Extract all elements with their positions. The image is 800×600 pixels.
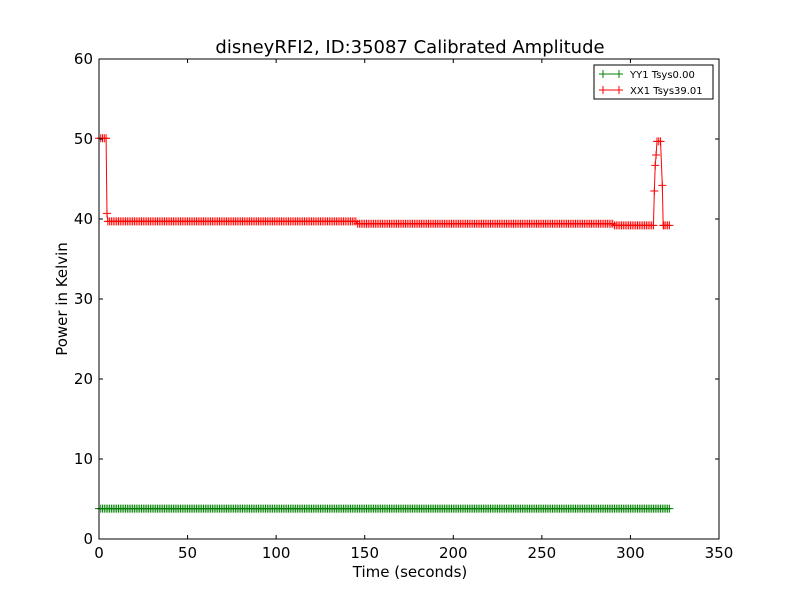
axis-ticks: 0 50 100 150 200 250 300 350 0 10 20 30 40 50 60 (74, 50, 733, 562)
y-tick-label: 60 (74, 50, 93, 68)
y-tick-label: 40 (74, 210, 93, 228)
data-point (608, 219, 617, 228)
legend-label-yy1: YY1 Tsys0.00 (629, 70, 695, 81)
y-tick-label: 20 (74, 370, 93, 388)
chart-title: disneyRFI2, ID:35087 Calibrated Amplitud… (215, 37, 604, 58)
y-axis-label: Power in Kelvin (53, 242, 71, 356)
data-point (658, 181, 667, 190)
series-1 (95, 134, 674, 230)
x-tick-label: 0 (94, 544, 104, 562)
legend-box (593, 64, 714, 100)
y-tick-label: 10 (74, 450, 93, 468)
data-point (649, 221, 658, 230)
plot-marks (95, 134, 674, 513)
data-point (665, 504, 674, 513)
series-0 (95, 504, 674, 513)
data-point (650, 187, 659, 195)
data-point (656, 137, 665, 146)
legend: YY1 Tsys0.00 XX1 Tsys39.01 (593, 64, 714, 100)
x-axis-label: Time (seconds) (352, 563, 468, 581)
x-tick-label: 300 (616, 544, 645, 562)
x-tick-label: 200 (439, 544, 468, 562)
data-point (652, 151, 661, 159)
legend-marker-xx1 (602, 86, 620, 94)
data-point (665, 221, 674, 230)
x-tick-label: 150 (350, 544, 379, 562)
data-point (102, 209, 111, 218)
y-tick-label: 50 (74, 130, 93, 148)
legend-marker-yy1 (602, 70, 620, 78)
x-tick-label: 350 (705, 544, 734, 562)
y-tick-label: 30 (74, 290, 93, 308)
y-tick-label: 0 (83, 530, 93, 548)
legend-label-xx1: XX1 Tsys39.01 (630, 86, 703, 97)
x-tick-label: 50 (178, 544, 197, 562)
data-point (651, 161, 660, 170)
x-tick-label: 100 (262, 544, 291, 562)
data-point (102, 134, 111, 143)
x-tick-label: 250 (528, 544, 557, 562)
